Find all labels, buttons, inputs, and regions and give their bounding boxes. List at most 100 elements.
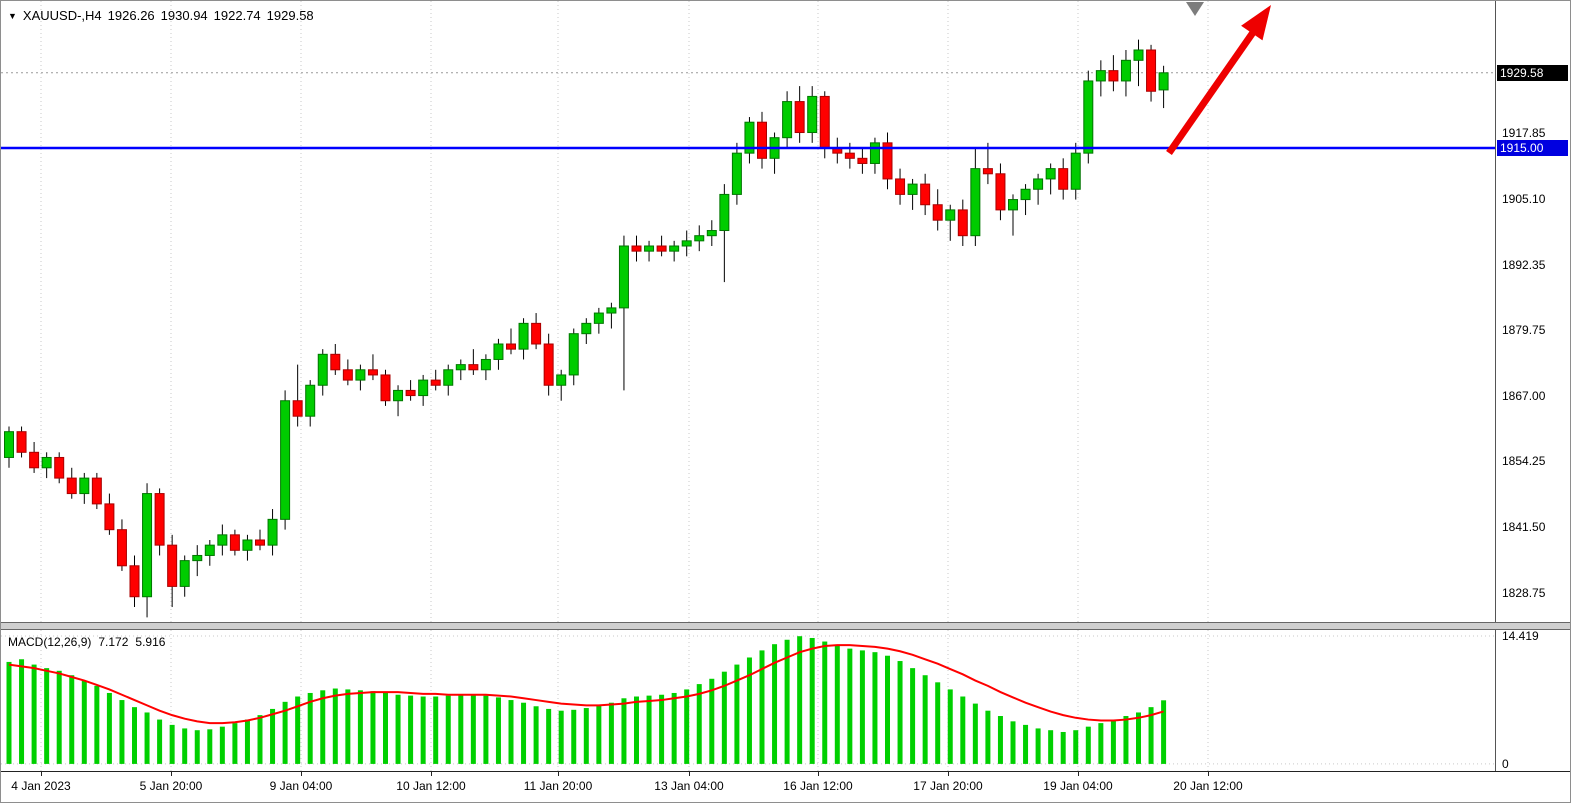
candle-body bbox=[255, 539, 265, 546]
candle-body bbox=[1045, 168, 1056, 180]
candle-body bbox=[367, 369, 378, 376]
candle-body bbox=[945, 209, 956, 221]
candle-body bbox=[242, 539, 253, 551]
candle-body bbox=[1058, 168, 1069, 190]
time-axis-tick bbox=[41, 772, 42, 776]
candle-body bbox=[581, 322, 592, 335]
time-axis-label: 11 Jan 20:00 bbox=[523, 779, 593, 793]
candle-body bbox=[229, 534, 240, 551]
time-axis-label: 9 Jan 04:00 bbox=[269, 779, 333, 793]
candle-body bbox=[995, 173, 1006, 211]
candle-body bbox=[644, 245, 655, 252]
candle-body bbox=[869, 142, 880, 164]
candle-body bbox=[129, 565, 140, 598]
price-chart[interactable] bbox=[1, 1, 1495, 622]
price-tick: 1905.10 bbox=[1502, 192, 1546, 207]
candle-body bbox=[430, 379, 441, 386]
candle-body bbox=[66, 477, 77, 495]
price-tick: 1879.75 bbox=[1502, 322, 1546, 337]
macd-indicator-label: MACD(12,26,9) 7.172 5.916 bbox=[8, 635, 165, 649]
time-axis-tick bbox=[171, 772, 172, 776]
price-tick: 1841.50 bbox=[1502, 520, 1546, 535]
macd-chart[interactable] bbox=[1, 630, 1495, 771]
candle-body bbox=[681, 240, 692, 247]
candle-body bbox=[606, 307, 617, 314]
candle-body bbox=[116, 529, 127, 567]
candle-body bbox=[857, 157, 868, 164]
candle-body bbox=[104, 503, 115, 531]
candle-body bbox=[669, 245, 680, 252]
time-axis-tick bbox=[431, 772, 432, 776]
time-axis-tick bbox=[558, 772, 559, 776]
time-axis[interactable]: 4 Jan 2023 5 Jan 20:00 9 Jan 04:00 10 Jan 1… bbox=[1, 771, 1570, 802]
candle-body bbox=[744, 121, 755, 154]
time-axis-tick bbox=[1078, 772, 1079, 776]
candle-body bbox=[167, 544, 178, 587]
candle-body bbox=[794, 101, 805, 134]
current-price-tag: 1929.58 bbox=[1497, 64, 1568, 81]
candle-body bbox=[907, 183, 918, 195]
symbol-dropdown-icon[interactable]: ▼ bbox=[8, 11, 17, 21]
candle-body bbox=[757, 121, 767, 159]
panel-separator[interactable] bbox=[1, 622, 1570, 630]
candle-body bbox=[41, 456, 52, 469]
trend-arrow[interactable] bbox=[1166, 5, 1271, 156]
price-tick: 1917.85 bbox=[1502, 126, 1546, 141]
candle-body bbox=[29, 451, 40, 469]
candle-body bbox=[920, 183, 931, 206]
candle-body bbox=[618, 245, 629, 309]
macd-gridlines bbox=[1, 630, 1495, 771]
symbol-label: XAUUSD-,H4 bbox=[22, 8, 102, 23]
candle-body bbox=[142, 493, 153, 598]
macd-axis[interactable]: 14.419 0 bbox=[1495, 629, 1570, 771]
candle-body bbox=[932, 204, 943, 221]
candle-body bbox=[154, 493, 165, 546]
candle-body bbox=[719, 193, 730, 232]
candle-body bbox=[280, 400, 291, 520]
macd-signal-value: 5.916 bbox=[135, 635, 166, 649]
candle-body bbox=[330, 353, 341, 371]
price-tick: 1854.25 bbox=[1502, 454, 1546, 469]
candle-body bbox=[355, 369, 366, 381]
candle-body bbox=[543, 343, 554, 386]
macd-title: MACD(12,26,9) bbox=[8, 635, 92, 649]
candle-body bbox=[1083, 80, 1094, 154]
candle-body bbox=[694, 235, 705, 242]
candle-body bbox=[782, 101, 793, 139]
candle-body bbox=[468, 364, 479, 371]
price-tick: 1892.35 bbox=[1502, 257, 1546, 272]
time-axis-tick bbox=[948, 772, 949, 776]
candle-body bbox=[1133, 49, 1144, 61]
macd-signal-line bbox=[8, 644, 1164, 725]
time-axis-tick bbox=[818, 772, 819, 776]
candle-body bbox=[455, 364, 466, 371]
ohlc-close: 1929.58 bbox=[266, 8, 314, 23]
candle-body bbox=[179, 560, 190, 587]
candle-body bbox=[393, 389, 404, 402]
candle-body bbox=[1095, 70, 1106, 82]
candle-body bbox=[1070, 152, 1081, 190]
candle-body bbox=[443, 369, 454, 386]
candle-body bbox=[217, 534, 228, 546]
candle-body bbox=[79, 477, 90, 495]
candle-body bbox=[292, 400, 303, 417]
candle-body bbox=[531, 322, 542, 345]
main-gridlines bbox=[40, 1, 1209, 622]
ohlc-low: 1922.74 bbox=[213, 8, 261, 23]
level-price-tag: 1915.00 bbox=[1497, 139, 1568, 156]
candle-body bbox=[192, 554, 203, 562]
candle-body bbox=[518, 322, 529, 350]
time-axis-label: 10 Jan 12:00 bbox=[396, 779, 466, 793]
price-axis[interactable]: 1929.58 1917.85 1915.00 1905.10 1892.35 1879.… bbox=[1495, 1, 1570, 622]
candle-body bbox=[556, 374, 567, 386]
candle-body bbox=[1020, 188, 1031, 201]
candle-body bbox=[380, 374, 391, 402]
candle-body bbox=[593, 312, 604, 324]
candle-body bbox=[480, 358, 491, 371]
candle-body bbox=[982, 168, 993, 175]
time-axis-tick bbox=[1208, 772, 1209, 776]
candle-body bbox=[342, 369, 353, 381]
time-axis-label: 5 Jan 20:00 bbox=[139, 779, 203, 793]
candle-body bbox=[1120, 59, 1131, 82]
